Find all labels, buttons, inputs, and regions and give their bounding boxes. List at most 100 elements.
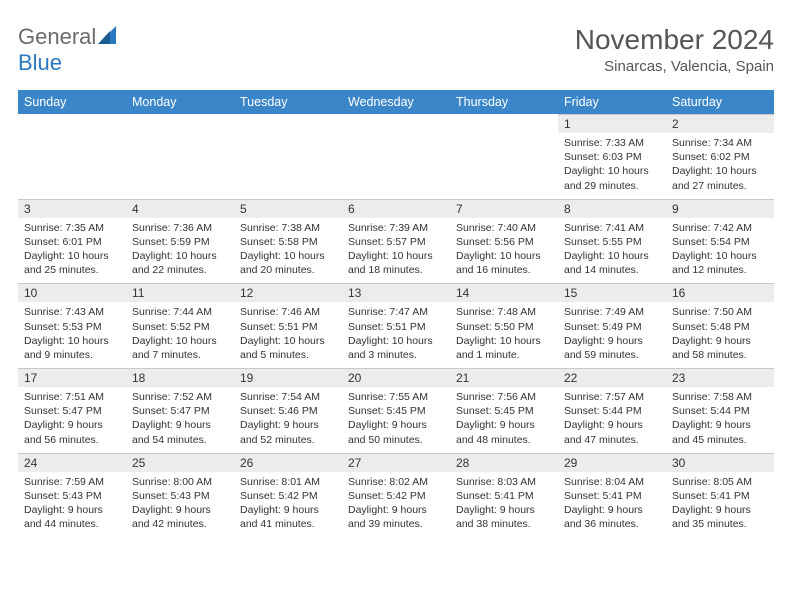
day-number: 27 <box>342 454 450 472</box>
daylight-text: Daylight: 9 hours and 50 minutes. <box>342 418 450 446</box>
sunset-text: Sunset: 5:54 PM <box>666 235 774 249</box>
day-cell: 9Sunrise: 7:42 AMSunset: 5:54 PMDaylight… <box>666 199 774 284</box>
daylight-text: Daylight: 10 hours and 22 minutes. <box>126 249 234 277</box>
sunset-text: Sunset: 5:42 PM <box>234 489 342 503</box>
title-block: November 2024 Sinarcas, Valencia, Spain <box>575 24 774 75</box>
day-number: 22 <box>558 369 666 387</box>
day-number: 8 <box>558 200 666 218</box>
daylight-text: Daylight: 10 hours and 5 minutes. <box>234 334 342 362</box>
daylight-text: Daylight: 9 hours and 36 minutes. <box>558 503 666 531</box>
sunrise-text: Sunrise: 7:50 AM <box>666 305 774 319</box>
sunrise-text: Sunrise: 7:43 AM <box>18 305 126 319</box>
sunset-text: Sunset: 5:44 PM <box>558 404 666 418</box>
day-number: 12 <box>234 284 342 302</box>
day-cell: 30Sunrise: 8:05 AMSunset: 5:41 PMDayligh… <box>666 453 774 538</box>
day-number: 25 <box>126 454 234 472</box>
daylight-text: Daylight: 9 hours and 44 minutes. <box>18 503 126 531</box>
day-cell: 27Sunrise: 8:02 AMSunset: 5:42 PMDayligh… <box>342 453 450 538</box>
dow-header: Thursday <box>450 90 558 114</box>
sunset-text: Sunset: 6:02 PM <box>666 150 774 164</box>
sunset-text: Sunset: 5:41 PM <box>666 489 774 503</box>
sunrise-text: Sunrise: 7:51 AM <box>18 390 126 404</box>
day-cell <box>18 114 126 199</box>
day-cell: 28Sunrise: 8:03 AMSunset: 5:41 PMDayligh… <box>450 453 558 538</box>
sunrise-text: Sunrise: 7:58 AM <box>666 390 774 404</box>
dow-header: Friday <box>558 90 666 114</box>
calendar-grid: Sunday Monday Tuesday Wednesday Thursday… <box>18 90 774 537</box>
day-number: 21 <box>450 369 558 387</box>
day-number: 29 <box>558 454 666 472</box>
sunset-text: Sunset: 5:41 PM <box>558 489 666 503</box>
day-cell <box>342 114 450 199</box>
day-cell: 21Sunrise: 7:56 AMSunset: 5:45 PMDayligh… <box>450 368 558 453</box>
daylight-text: Daylight: 9 hours and 47 minutes. <box>558 418 666 446</box>
sunrise-text: Sunrise: 7:52 AM <box>126 390 234 404</box>
day-number: 17 <box>18 369 126 387</box>
day-number: 9 <box>666 200 774 218</box>
sunrise-text: Sunrise: 7:40 AM <box>450 221 558 235</box>
day-cell: 8 Sunrise: 7:41 AMSunset: 5:55 PMDaylight… <box>558 199 666 284</box>
day-cell: 12Sunrise: 7:46 AMSunset: 5:51 PMDayligh… <box>234 283 342 368</box>
day-number: 14 <box>450 284 558 302</box>
daylight-text: Daylight: 9 hours and 58 minutes. <box>666 334 774 362</box>
daylight-text: Daylight: 9 hours and 38 minutes. <box>450 503 558 531</box>
sunrise-text: Sunrise: 7:56 AM <box>450 390 558 404</box>
sunrise-text: Sunrise: 7:44 AM <box>126 305 234 319</box>
dow-header: Wednesday <box>342 90 450 114</box>
sunrise-text: Sunrise: 7:57 AM <box>558 390 666 404</box>
day-cell: 19Sunrise: 7:54 AMSunset: 5:46 PMDayligh… <box>234 368 342 453</box>
week-row: 1Sunrise: 7:33 AMSunset: 6:03 PMDaylight… <box>18 114 774 199</box>
sunrise-text: Sunrise: 7:35 AM <box>18 221 126 235</box>
sunrise-text: Sunrise: 7:36 AM <box>126 221 234 235</box>
daylight-text: Daylight: 10 hours and 16 minutes. <box>450 249 558 277</box>
sunset-text: Sunset: 5:44 PM <box>666 404 774 418</box>
sunrise-text: Sunrise: 8:00 AM <box>126 475 234 489</box>
day-cell: 26Sunrise: 8:01 AMSunset: 5:42 PMDayligh… <box>234 453 342 538</box>
day-number: 6 <box>342 200 450 218</box>
daylight-text: Daylight: 10 hours and 29 minutes. <box>558 164 666 192</box>
day-number: 7 <box>450 200 558 218</box>
sunset-text: Sunset: 5:45 PM <box>450 404 558 418</box>
day-cell: 2Sunrise: 7:34 AMSunset: 6:02 PMDaylight… <box>666 114 774 199</box>
day-cell: 18Sunrise: 7:52 AMSunset: 5:47 PMDayligh… <box>126 368 234 453</box>
daylight-text: Daylight: 10 hours and 9 minutes. <box>18 334 126 362</box>
sunrise-text: Sunrise: 7:49 AM <box>558 305 666 319</box>
daylight-text: Daylight: 10 hours and 14 minutes. <box>558 249 666 277</box>
daylight-text: Daylight: 9 hours and 54 minutes. <box>126 418 234 446</box>
week-row: 17Sunrise: 7:51 AMSunset: 5:47 PMDayligh… <box>18 368 774 453</box>
day-number: 1 <box>558 115 666 133</box>
sunrise-text: Sunrise: 7:41 AM <box>558 221 666 235</box>
day-cell: 22 Sunrise: 7:57 AMSunset: 5:44 PMDayligh… <box>558 368 666 453</box>
sunset-text: Sunset: 5:58 PM <box>234 235 342 249</box>
header: GeneralBlue November 2024 Sinarcas, Vale… <box>18 24 774 76</box>
day-number: 28 <box>450 454 558 472</box>
day-cell: 4Sunrise: 7:36 AMSunset: 5:59 PMDaylight… <box>126 199 234 284</box>
sunrise-text: Sunrise: 7:55 AM <box>342 390 450 404</box>
day-cell: 29Sunrise: 8:04 AMSunset: 5:41 PMDayligh… <box>558 453 666 538</box>
sail-icon <box>98 24 120 50</box>
sunset-text: Sunset: 5:43 PM <box>126 489 234 503</box>
day-cell: 23Sunrise: 7:58 AMSunset: 5:44 PMDayligh… <box>666 368 774 453</box>
location-text: Sinarcas, Valencia, Spain <box>575 58 774 75</box>
brand-part2: Blue <box>18 50 62 75</box>
sunrise-text: Sunrise: 7:48 AM <box>450 305 558 319</box>
day-cell: 1Sunrise: 7:33 AMSunset: 6:03 PMDaylight… <box>558 114 666 199</box>
sunrise-text: Sunrise: 8:05 AM <box>666 475 774 489</box>
brand-text: GeneralBlue <box>18 24 120 76</box>
month-title: November 2024 <box>575 24 774 56</box>
day-number: 11 <box>126 284 234 302</box>
day-number: 24 <box>18 454 126 472</box>
sunset-text: Sunset: 6:03 PM <box>558 150 666 164</box>
day-number: 3 <box>18 200 126 218</box>
daylight-text: Daylight: 10 hours and 12 minutes. <box>666 249 774 277</box>
day-cell: 11Sunrise: 7:44 AMSunset: 5:52 PMDayligh… <box>126 283 234 368</box>
sunset-text: Sunset: 5:42 PM <box>342 489 450 503</box>
day-cell: 15Sunrise: 7:49 AMSunset: 5:49 PMDayligh… <box>558 283 666 368</box>
sunset-text: Sunset: 5:46 PM <box>234 404 342 418</box>
daylight-text: Daylight: 10 hours and 27 minutes. <box>666 164 774 192</box>
sunset-text: Sunset: 5:52 PM <box>126 320 234 334</box>
sunset-text: Sunset: 5:55 PM <box>558 235 666 249</box>
sunset-text: Sunset: 5:47 PM <box>126 404 234 418</box>
daylight-text: Daylight: 9 hours and 52 minutes. <box>234 418 342 446</box>
sunset-text: Sunset: 5:47 PM <box>18 404 126 418</box>
